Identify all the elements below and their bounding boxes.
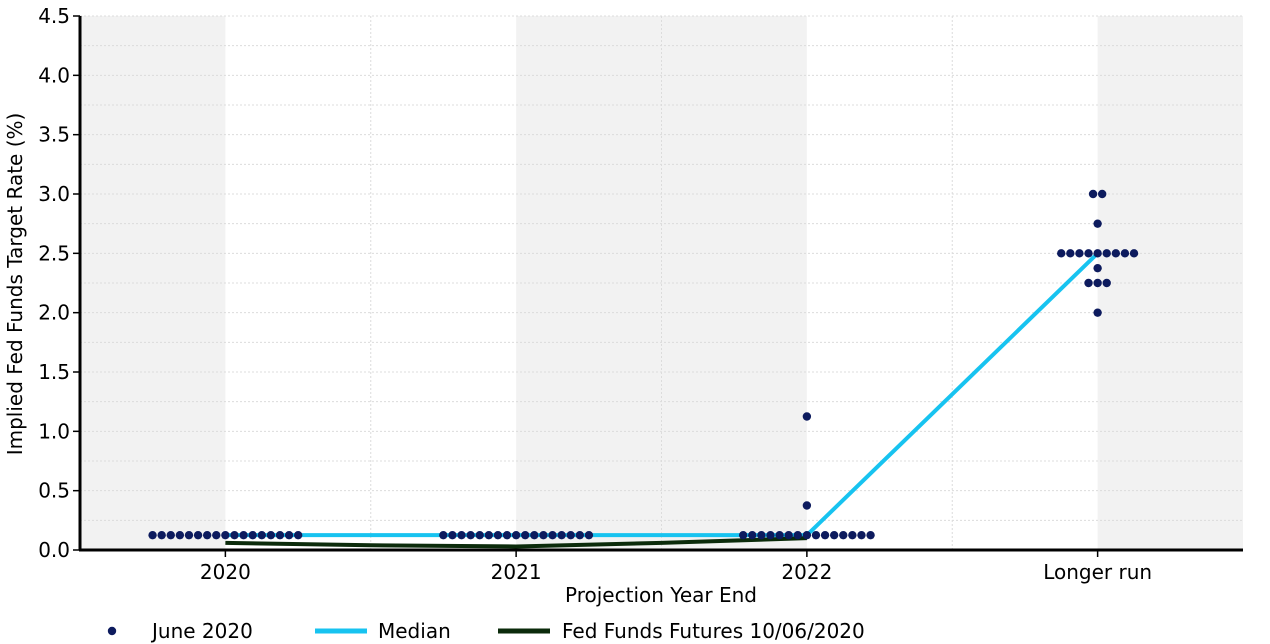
series-line-median	[225, 251, 1100, 538]
dot-point	[457, 530, 466, 540]
dot-point	[1066, 249, 1075, 258]
dot-point	[530, 530, 539, 540]
dot-point	[766, 530, 775, 540]
dot-point	[866, 530, 875, 540]
legend-label: Median	[378, 619, 451, 643]
gridlines	[80, 15, 1243, 550]
y-axis-title: Implied Fed Funds Target Rate (%)	[3, 113, 27, 456]
dot-point	[820, 530, 830, 540]
dot-point	[1093, 308, 1102, 317]
dot-point	[202, 530, 212, 540]
y-tick-label: 3.0	[38, 182, 70, 206]
dot-point	[175, 530, 185, 540]
y-tick-label: 1.5	[38, 360, 70, 384]
dot-point	[293, 530, 303, 540]
dot-point	[166, 530, 175, 540]
y-tick-label: 1.0	[38, 419, 70, 443]
dot-point	[748, 530, 757, 540]
dot-point	[738, 530, 748, 540]
dot-point	[857, 530, 866, 540]
dot-point	[839, 530, 848, 540]
dot-point	[548, 530, 557, 540]
dot-point	[275, 530, 285, 540]
dot-point	[811, 530, 821, 540]
dot-point	[1093, 219, 1102, 228]
dot-point	[1088, 189, 1098, 199]
dot-point	[1084, 278, 1093, 288]
dot-point	[157, 530, 166, 540]
dot-point	[802, 412, 812, 421]
dot-point	[802, 530, 812, 540]
y-tick-label: 2.0	[38, 301, 70, 325]
dot-point	[1093, 249, 1102, 258]
axes	[78, 16, 1243, 552]
dot-plot-points	[148, 189, 1139, 540]
dot-point	[511, 530, 521, 540]
dot-point	[575, 530, 585, 540]
dot-point	[1111, 249, 1121, 258]
legend-label: June 2020	[150, 619, 253, 643]
dot-point	[448, 530, 457, 540]
dot-point	[1075, 249, 1084, 258]
dot-point	[439, 530, 448, 540]
dot-point	[184, 530, 194, 540]
dot-point	[802, 501, 812, 510]
y-tick-label: 2.5	[38, 241, 70, 265]
series-lines	[225, 251, 1100, 549]
y-tick-label: 0.0	[38, 538, 70, 562]
dot-point	[829, 530, 839, 540]
dot-point	[257, 530, 266, 540]
legend: June 2020 Median Fed Funds Futures 10/06/2…	[107, 619, 865, 643]
dot-point	[1102, 249, 1111, 258]
dot-point	[466, 530, 475, 540]
dot-point	[484, 530, 494, 540]
dot-point	[284, 530, 294, 540]
dot-point	[1097, 189, 1107, 199]
x-tick-label: 2021	[491, 560, 542, 584]
dot-point	[566, 530, 575, 540]
y-tick-label: 4.0	[38, 63, 70, 87]
dot-point	[1057, 249, 1066, 258]
y-tick-labels: 0.0 0.5 1.0 1.5 2.0 2.5 3.0 3.5 4.0 4.5	[38, 4, 80, 562]
legend-marker-dot	[107, 626, 117, 636]
dot-point	[1084, 249, 1093, 258]
dot-point	[539, 530, 548, 540]
dot-point	[193, 530, 203, 540]
dot-point	[475, 530, 484, 540]
dot-point	[784, 530, 793, 540]
y-tick-label: 4.5	[38, 4, 70, 28]
dot-point	[493, 530, 503, 540]
dot-point	[1102, 278, 1111, 288]
dot-point	[793, 530, 802, 540]
dot-point	[1093, 263, 1102, 273]
dot-point	[502, 530, 512, 540]
dot-point	[848, 530, 857, 540]
x-tick-labels: 2020 2021 2022 Longer run	[200, 550, 1152, 584]
x-tick-label: 2022	[781, 560, 832, 584]
dot-point	[248, 530, 257, 540]
dot-point	[1120, 249, 1130, 258]
y-tick-label: 0.5	[38, 479, 70, 503]
dot-point	[212, 530, 221, 540]
dot-point	[239, 530, 248, 540]
dot-point	[521, 530, 530, 540]
series-line-fed-funds-futures-10-06-2020	[225, 536, 807, 549]
x-tick-label: Longer run	[1043, 560, 1152, 584]
legend-label: Fed Funds Futures 10/06/2020	[562, 619, 865, 643]
dot-point	[1129, 249, 1139, 258]
x-tick-label: 2020	[200, 560, 251, 584]
dot-point	[584, 530, 594, 540]
dot-point	[557, 530, 566, 540]
x-axis-title: Projection Year End	[565, 583, 757, 607]
dot-point	[1093, 278, 1102, 288]
y-tick-label: 3.5	[38, 123, 70, 147]
dot-point	[221, 530, 230, 540]
dot-point	[775, 530, 784, 540]
dot-point	[757, 530, 766, 540]
dot-point	[148, 530, 157, 540]
dot-point	[230, 530, 239, 540]
dot-point	[266, 530, 276, 540]
